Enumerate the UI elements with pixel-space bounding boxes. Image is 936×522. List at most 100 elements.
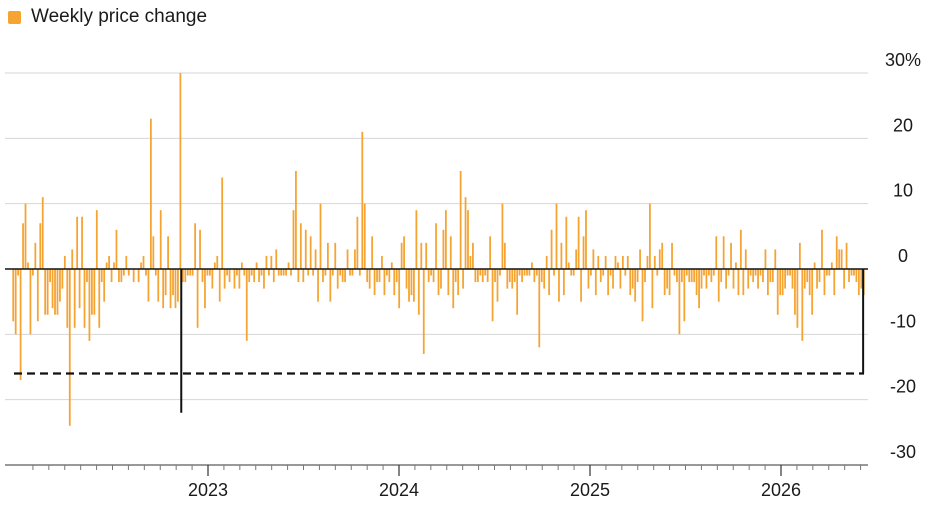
bar (803, 269, 806, 289)
bar (196, 269, 199, 328)
bar (545, 255, 548, 269)
bar (270, 255, 273, 269)
bar (693, 269, 696, 283)
bar (221, 177, 224, 269)
bar (442, 229, 445, 269)
bar (845, 242, 848, 269)
bar (737, 269, 740, 296)
bar (565, 216, 568, 269)
bar (823, 269, 826, 296)
bar (233, 269, 236, 289)
bar (658, 249, 661, 269)
bar (420, 242, 423, 269)
bar (51, 269, 54, 309)
bar (457, 269, 460, 296)
bar (403, 236, 405, 269)
bar (506, 269, 509, 289)
bar (309, 236, 312, 269)
bar (393, 269, 396, 296)
bar (432, 269, 435, 283)
x-tick-label: 2025 (570, 480, 610, 500)
bar (508, 269, 511, 283)
bar (828, 269, 831, 276)
bar (46, 269, 49, 315)
bar (356, 216, 359, 269)
bar (484, 269, 487, 276)
bar (454, 269, 457, 283)
bar (538, 269, 541, 348)
bar (39, 223, 42, 269)
bar (646, 255, 649, 269)
bar (816, 269, 818, 289)
bar (440, 269, 442, 289)
bar (619, 269, 622, 289)
bar (236, 269, 238, 276)
bar (162, 269, 165, 309)
bar (607, 269, 610, 296)
bar (481, 269, 484, 283)
bar (609, 269, 612, 276)
bar (712, 269, 715, 276)
bar (61, 269, 64, 289)
bar (496, 269, 499, 302)
bar (767, 269, 769, 296)
bar (189, 269, 192, 276)
bar (413, 269, 415, 302)
bar (676, 269, 678, 283)
bar (489, 236, 492, 269)
bar (459, 171, 462, 269)
bar (358, 269, 361, 276)
bar (91, 269, 93, 315)
bar (346, 249, 349, 269)
bar (850, 269, 853, 276)
bar (560, 242, 563, 269)
bar (678, 269, 681, 335)
bar (617, 262, 619, 269)
bar (248, 269, 251, 283)
bar (494, 269, 496, 283)
bar (636, 269, 639, 283)
bar (199, 229, 201, 269)
bar (857, 269, 860, 296)
bar (444, 210, 447, 269)
bar (24, 203, 27, 269)
bar (430, 269, 433, 276)
bar (848, 269, 850, 283)
bar (700, 269, 703, 289)
bar (651, 269, 654, 309)
bar (44, 269, 47, 315)
bar (590, 269, 592, 276)
bar (720, 269, 723, 283)
bar (427, 269, 430, 283)
bar (801, 269, 804, 341)
legend: Weekly price change (8, 6, 207, 28)
bar (184, 269, 187, 283)
bar (319, 203, 322, 269)
y-tick-label: -30 (890, 442, 916, 462)
bar (467, 210, 469, 269)
bar (661, 242, 664, 269)
bar (781, 269, 784, 296)
bar (186, 269, 189, 276)
bar (336, 269, 339, 289)
bar (174, 269, 177, 309)
bar (282, 269, 285, 276)
bar (272, 269, 275, 283)
bar (592, 249, 595, 269)
bar (553, 269, 555, 276)
bar (263, 269, 265, 289)
bar (516, 269, 519, 315)
bar (349, 269, 351, 276)
bar (513, 269, 516, 283)
bar (209, 269, 211, 276)
bar (511, 269, 514, 289)
bar (671, 242, 673, 269)
bar (66, 269, 69, 328)
bar (147, 269, 150, 302)
bar (474, 269, 477, 283)
bar (398, 269, 401, 309)
bar (361, 131, 364, 269)
x-tick-label: 2026 (761, 480, 801, 500)
bar (216, 255, 219, 269)
bar (275, 249, 278, 269)
